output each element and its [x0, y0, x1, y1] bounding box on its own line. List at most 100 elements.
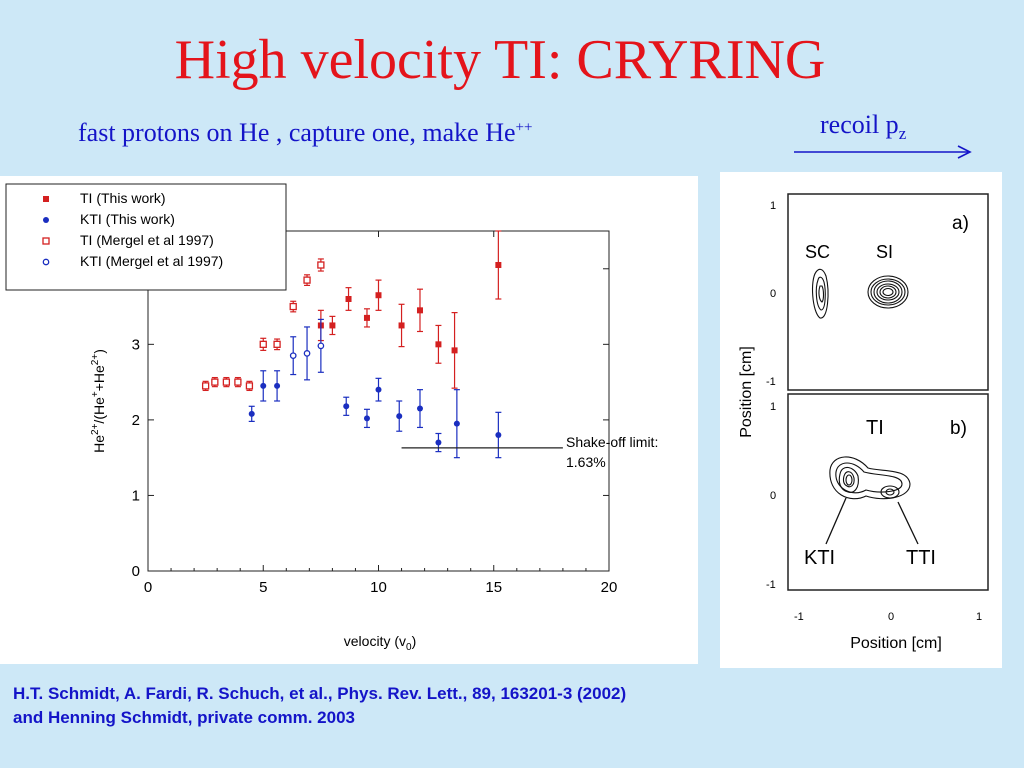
data-point	[274, 382, 281, 389]
svg-text:0: 0	[770, 288, 776, 300]
series-3	[289, 318, 325, 381]
chart-legend: TI (This work) KTI (This work) TI (Mergel …	[5, 183, 287, 291]
data-point	[201, 382, 210, 390]
series-2	[201, 258, 325, 392]
svg-text:1: 1	[770, 401, 776, 413]
recoil-arrow-icon	[794, 145, 972, 159]
detector-image-panel: a) b) SC SI TI KTI TTI	[720, 172, 1002, 668]
data-point	[289, 352, 297, 360]
data-point	[363, 415, 370, 422]
x-tick-label: 15	[485, 579, 502, 596]
panel-a-frame	[787, 193, 989, 391]
x-axis-label: velocity (v0)	[344, 633, 416, 653]
data-point	[234, 378, 242, 386]
data-point	[375, 292, 382, 299]
slide-title: High velocity TI: CRYRING	[174, 29, 826, 91]
kti-label: KTI	[804, 547, 835, 569]
shake-off-value: 1.63%	[566, 454, 606, 470]
svg-text:-1: -1	[766, 579, 776, 591]
x-tick-label: 5	[259, 579, 267, 596]
svg-text:0: 0	[888, 611, 894, 623]
shake-off-annotation: Shake-off limit: 1.63%	[401, 434, 658, 470]
data-point	[495, 432, 502, 438]
y-axis-label: He2+/(He++He2+)	[90, 349, 107, 453]
data-point	[245, 382, 254, 390]
data-point	[398, 322, 405, 329]
data-point	[211, 378, 219, 386]
slide-subtitle: fast protons on He , capture one, make H…	[78, 118, 532, 148]
legend-marker	[43, 196, 49, 202]
data-point	[273, 340, 281, 348]
legend-label: KTI (Mergel et al 1997)	[80, 253, 223, 269]
detector-y-label: Position [cm]	[738, 346, 755, 438]
ratio-chart: 0510152001234 Shake-off limit: 1.63% vel…	[5, 183, 658, 653]
legend-marker	[42, 237, 50, 245]
data-points	[201, 230, 502, 459]
y-tick-label: 1	[132, 487, 140, 504]
y-tick-label: 3	[132, 336, 140, 353]
data-point	[343, 403, 350, 410]
data-point	[416, 405, 423, 412]
citation-line-1: H.T. Schmidt, A. Fardi, R. Schuch, et al…	[13, 684, 627, 703]
citation: H.T. Schmidt, A. Fardi, R. Schuch, et al…	[13, 682, 626, 730]
series-0	[317, 230, 502, 389]
y-tick-label: 2	[132, 412, 140, 429]
data-point	[345, 296, 352, 302]
y-tick-label: 0	[132, 563, 140, 580]
svg-text:1: 1	[770, 200, 776, 212]
recoil-label: recoil pz	[820, 110, 906, 144]
data-point	[259, 340, 267, 348]
x-tick-label: 0	[144, 579, 152, 596]
data-point	[495, 262, 502, 268]
data-point	[289, 302, 297, 311]
kti-pointer	[825, 497, 847, 545]
subtitle-main: fast protons on He , capture one, make H…	[78, 118, 516, 147]
data-point	[396, 413, 403, 420]
legend-marker	[43, 217, 49, 223]
data-point	[222, 378, 231, 386]
legend-label: KTI (This work)	[80, 211, 175, 227]
legend-label: TI (This work)	[80, 190, 166, 206]
data-point	[451, 347, 458, 354]
panel-b-label: b)	[950, 418, 967, 439]
panel-a-label: a)	[952, 213, 969, 234]
data-point	[329, 322, 336, 329]
data-point	[453, 420, 460, 427]
series-1	[248, 370, 502, 459]
recoil-subscript: z	[898, 124, 907, 144]
si-contours	[867, 275, 909, 309]
data-point	[317, 342, 325, 350]
si-label: SI	[876, 242, 893, 262]
ti-label: TI	[866, 417, 884, 439]
svg-text:1: 1	[976, 611, 982, 623]
shake-off-label: Shake-off limit:	[566, 434, 658, 450]
legend-marker	[42, 258, 50, 266]
svg-text:-1: -1	[766, 376, 776, 388]
data-point	[435, 439, 442, 446]
x-tick-label: 10	[370, 579, 387, 596]
ti-contours	[829, 456, 911, 500]
svg-text:-1: -1	[794, 611, 804, 623]
data-point	[303, 350, 311, 357]
svg-text:0: 0	[770, 490, 776, 502]
subtitle-superscript: ++	[515, 119, 533, 136]
data-point	[260, 382, 267, 389]
data-point	[416, 307, 423, 314]
citation-line-2: and Henning Schmidt, private comm. 2003	[13, 708, 355, 727]
sc-contours	[811, 268, 829, 319]
x-tick-label: 20	[601, 579, 618, 596]
detector-x-label: Position [cm]	[850, 635, 942, 652]
recoil-text: recoil p	[820, 110, 899, 139]
legend-label: TI (Mergel et al 1997)	[80, 232, 214, 248]
tti-pointer	[897, 501, 919, 545]
detector-ticks: 1 0 -1 1 0 -1 -1 0 1	[766, 200, 982, 623]
data-point	[435, 341, 442, 348]
data-point	[375, 386, 382, 393]
panel-b-frame	[787, 393, 989, 591]
tti-label: TTI	[906, 547, 936, 569]
data-point	[303, 276, 311, 284]
detector-image: a) b) SC SI TI KTI TTI	[738, 193, 989, 652]
data-point	[363, 314, 370, 321]
sc-label: SC	[805, 242, 830, 262]
data-point	[317, 261, 325, 269]
